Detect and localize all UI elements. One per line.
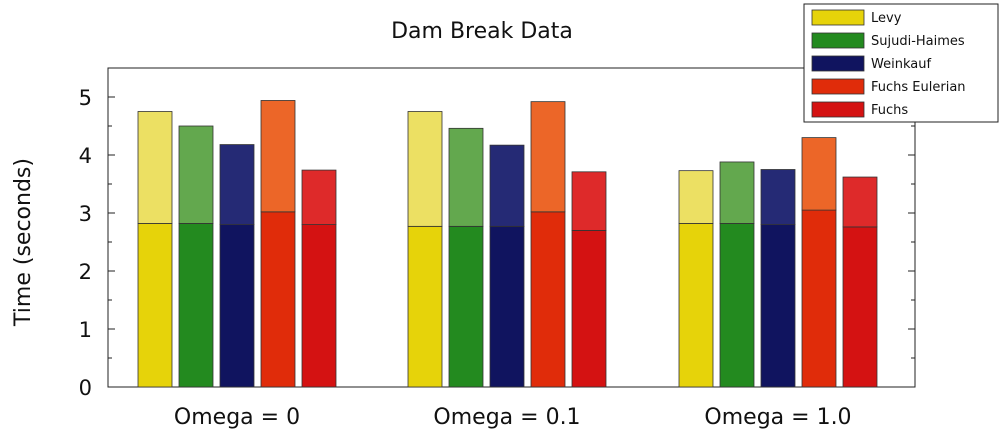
bar-base-weinkauf <box>760 224 796 388</box>
bar-base-weinkauf <box>219 224 255 388</box>
y-tick-label: 3 <box>79 202 92 226</box>
legend: Levy Sujudi-Haimes Weinkauf Fuchs Eulerian F… <box>803 3 999 123</box>
bar-top-fuchs <box>301 169 337 226</box>
bar-top-weinkauf <box>760 169 796 225</box>
bar-base-sujudi-haimes <box>178 223 214 388</box>
plot-area: 0 1 2 3 4 5 Omega = 0 Omega = 0.1 Omega = 1.0 <box>79 67 916 430</box>
y-tick-label: 2 <box>79 260 92 284</box>
bar-top-weinkauf <box>219 144 255 225</box>
bar-top-fuchs <box>571 171 607 231</box>
bar-base-levy <box>137 223 173 388</box>
bar-top-levy <box>678 170 714 224</box>
bar-top-fuchs-eulerian <box>801 137 837 211</box>
legend-label: Levy <box>871 11 902 26</box>
bar-base-sujudi-haimes <box>719 223 755 388</box>
legend-swatch <box>811 55 865 72</box>
legend-label: Fuchs <box>871 103 908 118</box>
bar-base-fuchs-eulerian <box>801 209 837 388</box>
bar-top-fuchs-eulerian <box>530 101 566 213</box>
bar-base-levy <box>407 225 443 388</box>
legend-swatch <box>811 78 865 95</box>
bar-base-fuchs <box>571 229 607 388</box>
bar-base-sujudi-haimes <box>448 225 484 388</box>
bar-base-fuchs <box>301 224 337 388</box>
bar-base-fuchs-eulerian <box>530 211 566 388</box>
y-tick-label: 0 <box>79 376 92 400</box>
legend-label: Fuchs Eulerian <box>871 80 966 95</box>
bar-top-weinkauf <box>489 144 525 227</box>
bar-top-sujudi-haimes <box>448 127 484 227</box>
bar-top-levy <box>407 111 443 227</box>
bar-base-weinkauf <box>489 225 525 388</box>
bar-top-fuchs-eulerian <box>260 100 296 213</box>
legend-swatch <box>811 9 865 26</box>
bar-base-fuchs <box>842 226 878 388</box>
bar-top-fuchs <box>842 176 878 228</box>
legend-label: Sujudi-Haimes <box>871 34 965 49</box>
x-category-label: Omega = 0.1 <box>433 405 580 430</box>
legend-swatch <box>811 32 865 49</box>
bar-base-levy <box>678 223 714 388</box>
legend-swatch <box>811 101 865 118</box>
y-tick-label: 1 <box>79 318 92 342</box>
bar-top-sujudi-haimes <box>178 125 214 224</box>
bar-top-sujudi-haimes <box>719 161 755 224</box>
y-tick-label: 5 <box>79 86 92 110</box>
bar-base-fuchs-eulerian <box>260 211 296 388</box>
bar-top-levy <box>137 111 173 224</box>
y-tick-label: 4 <box>79 144 92 168</box>
y-axis-label: Time (seconds) <box>11 158 36 327</box>
x-category-label: Omega = 0 <box>174 405 300 430</box>
x-category-label: Omega = 1.0 <box>704 405 851 430</box>
chart-title: Dam Break Data <box>391 19 573 44</box>
legend-label: Weinkauf <box>871 57 931 72</box>
